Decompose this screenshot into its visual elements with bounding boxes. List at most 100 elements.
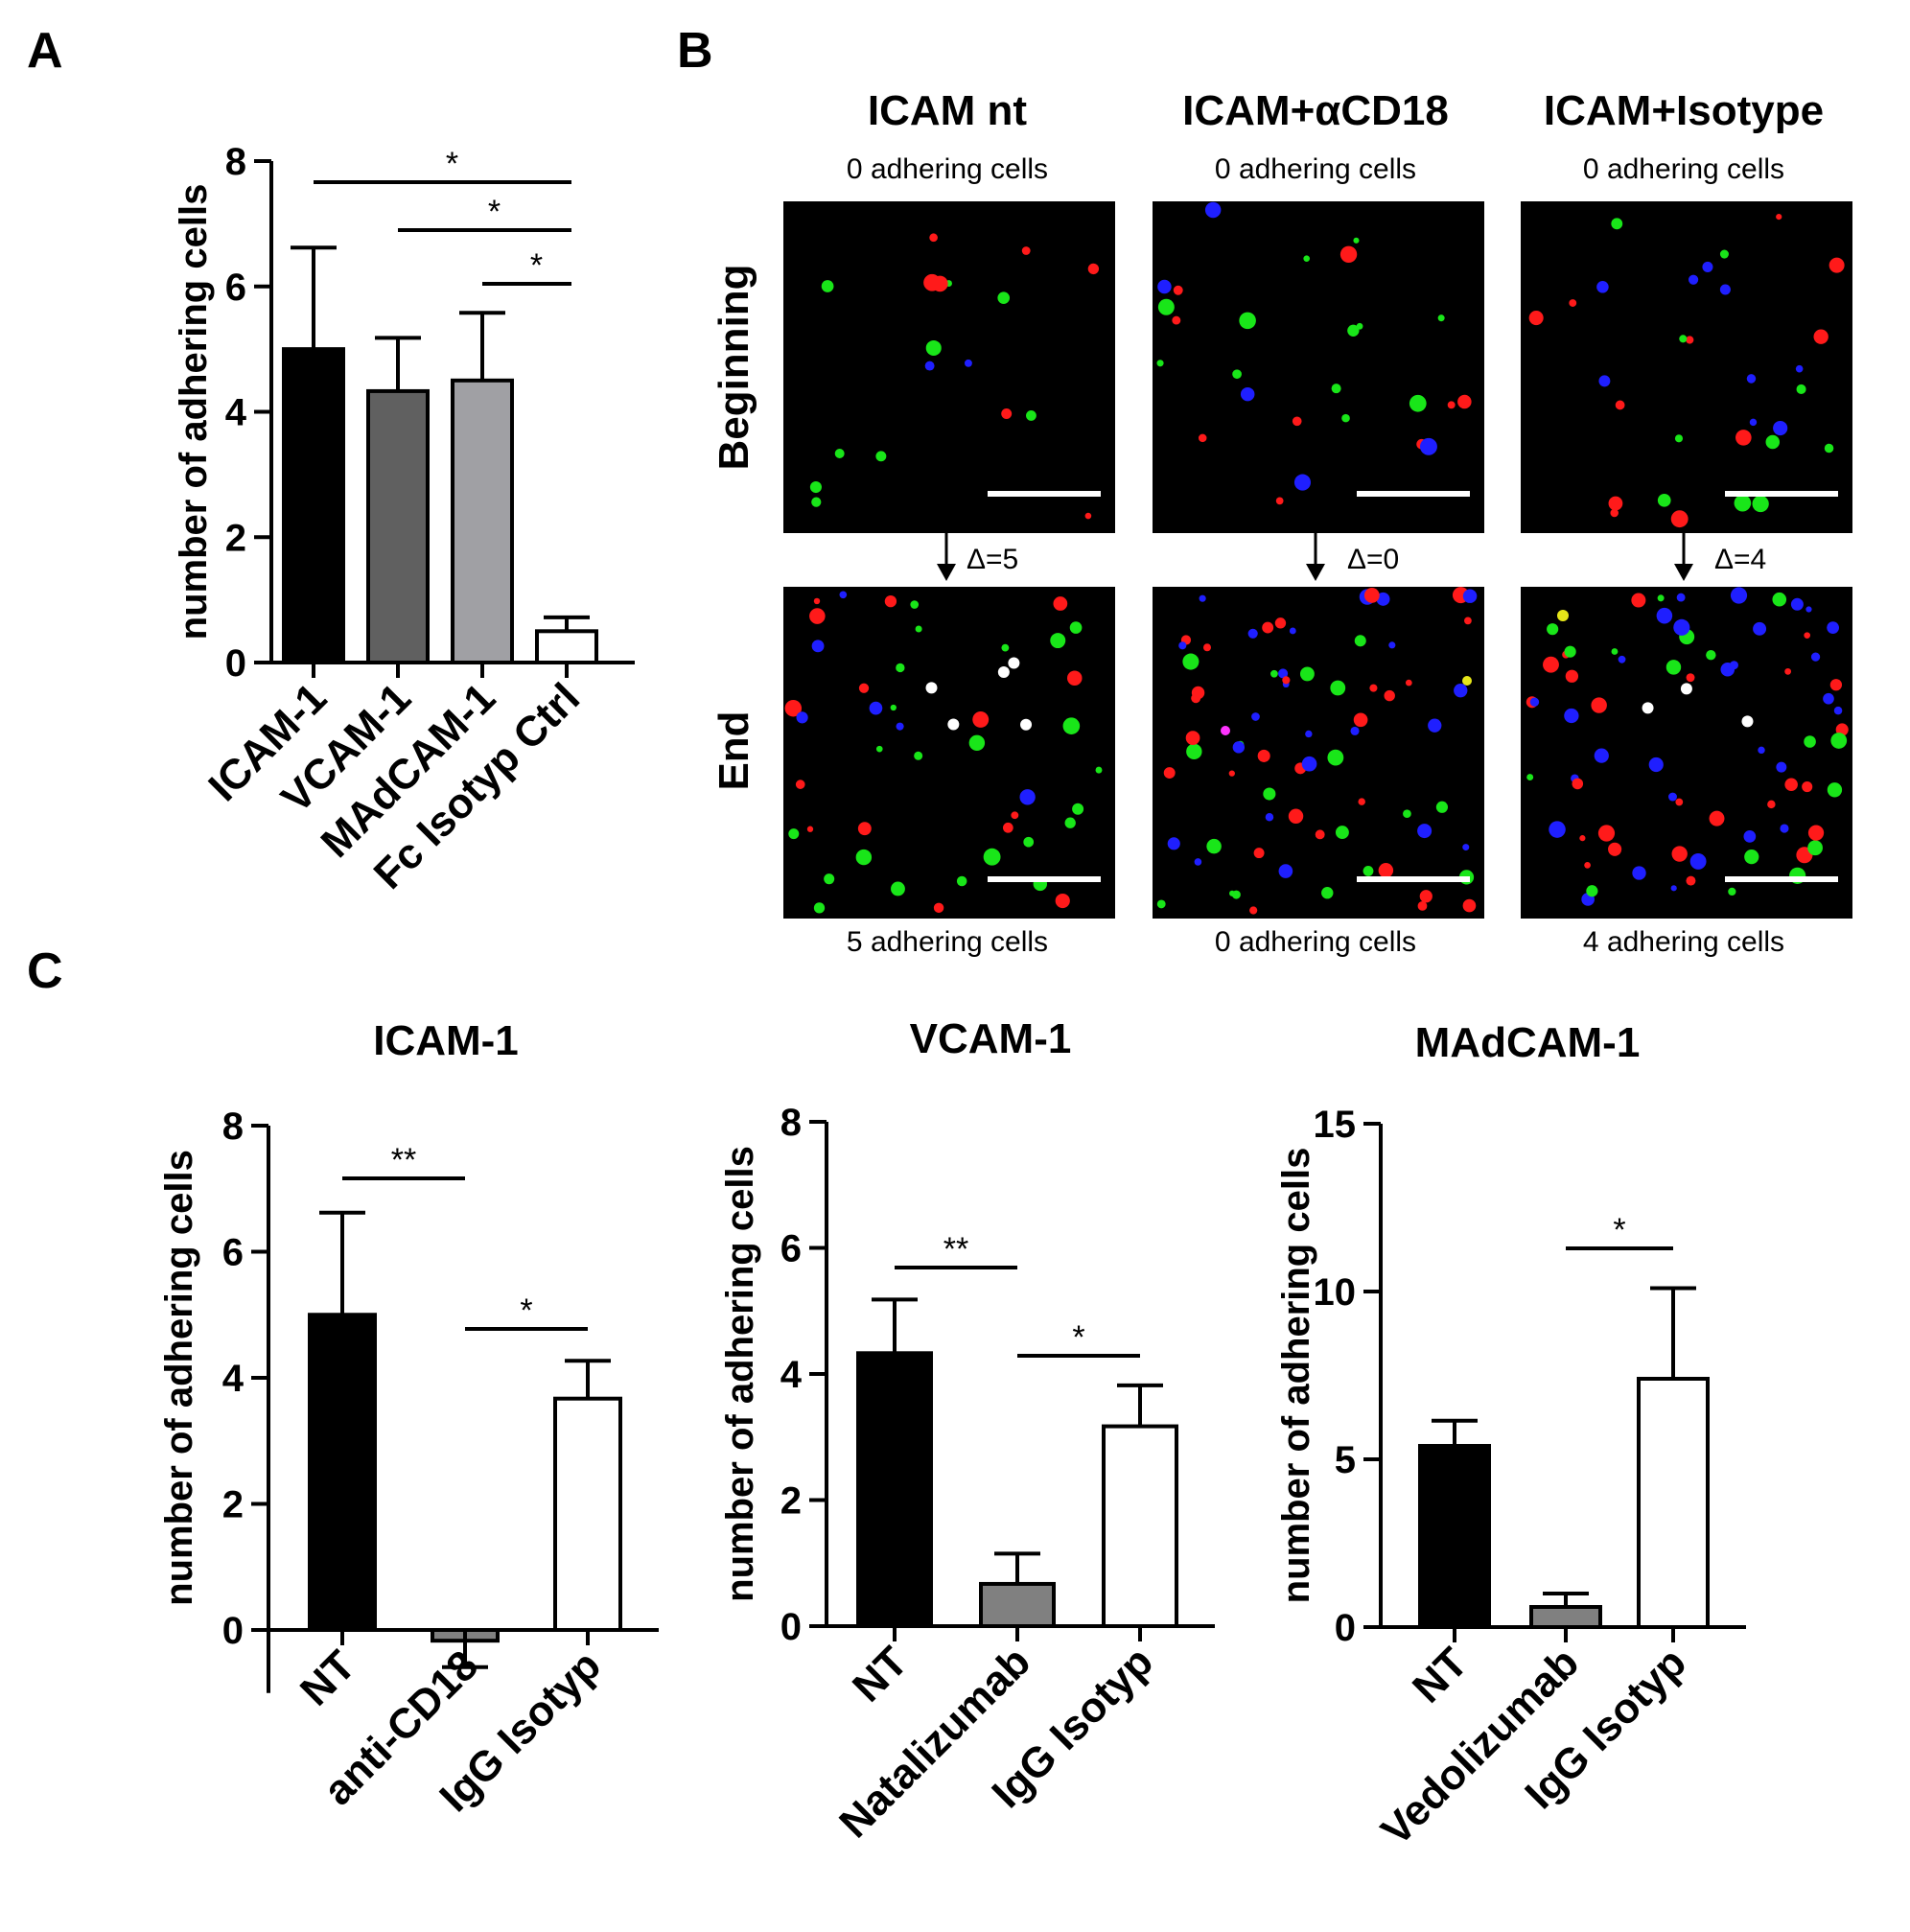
micrograph-background xyxy=(783,587,1115,919)
cell-dot xyxy=(1262,621,1274,634)
cell-dot xyxy=(1665,660,1682,675)
cell-dot xyxy=(1758,746,1765,755)
start-count-label: 0 adhering cells xyxy=(1215,153,1416,185)
y-axis-label: number of adhering cells xyxy=(719,1146,761,1602)
cell-dot xyxy=(1462,676,1472,686)
cell-dot xyxy=(1417,900,1428,911)
bar xyxy=(308,1313,377,1632)
scale-bar xyxy=(1357,876,1470,882)
cell-dot xyxy=(1228,770,1235,777)
cell-dot xyxy=(1689,852,1707,870)
cell-dot xyxy=(1810,652,1821,662)
cell-dot xyxy=(1376,592,1390,606)
cell-dot xyxy=(811,497,822,507)
scale-bar xyxy=(988,876,1101,882)
cell-dot xyxy=(1157,298,1175,315)
cell-dot xyxy=(1688,274,1699,285)
micrograph-image xyxy=(1521,201,1852,533)
cell-dot xyxy=(869,701,883,715)
cell-dot xyxy=(1378,863,1394,878)
cell-dot xyxy=(858,683,870,693)
cell-dot xyxy=(1670,885,1677,892)
y-tick-label: 4 xyxy=(222,1358,245,1400)
cell-dot xyxy=(1339,245,1358,264)
cell-dot xyxy=(1709,810,1725,826)
cell-dot xyxy=(1598,375,1611,387)
micrograph-image xyxy=(1153,201,1484,533)
y-tick-label: 8 xyxy=(222,1106,244,1148)
y-tick-label: 15 xyxy=(1314,1104,1357,1146)
cell-dot xyxy=(1419,437,1437,455)
cell-dot xyxy=(1529,697,1540,707)
cell-dot xyxy=(1409,394,1427,412)
cell-dot xyxy=(1462,898,1477,913)
panel-letter-b: B xyxy=(677,23,713,79)
cell-dot xyxy=(1608,496,1623,511)
bar xyxy=(1102,1424,1178,1629)
cell-dot xyxy=(1288,808,1304,824)
cell-dot xyxy=(1384,689,1395,702)
cell-dot xyxy=(1784,778,1798,792)
adhering-cell-dot xyxy=(925,682,938,694)
cell-dot xyxy=(1185,731,1200,746)
cell-dot xyxy=(1457,394,1472,409)
cell-dot xyxy=(1202,643,1211,652)
cell-dot xyxy=(1564,645,1576,658)
cell-dot xyxy=(1804,632,1810,639)
cell-dot xyxy=(1240,386,1255,402)
cell-dot xyxy=(1631,593,1646,608)
cell-dot xyxy=(1173,285,1183,295)
micrograph-image xyxy=(783,201,1115,533)
cell-dot xyxy=(834,449,845,459)
cell-dot xyxy=(1353,237,1360,244)
cell-dot xyxy=(806,826,814,832)
micrograph-image xyxy=(783,587,1115,919)
cell-dot xyxy=(1543,656,1559,673)
cell-dot xyxy=(809,480,822,494)
cell-dot xyxy=(1780,824,1789,833)
cell-dot xyxy=(1632,866,1646,880)
adhering-cell-dot xyxy=(1680,683,1692,695)
cell-dot xyxy=(1767,800,1776,809)
cell-dot xyxy=(910,600,920,609)
cell-dot xyxy=(1347,324,1360,337)
cell-dot xyxy=(1156,899,1166,909)
cell-dot xyxy=(1591,697,1607,713)
column-title-icam-acd18: ICAM+αCD18 xyxy=(1182,87,1449,134)
cell-dot xyxy=(964,359,972,367)
cell-dot xyxy=(1618,655,1626,663)
down-arrow-icon xyxy=(1306,564,1325,581)
cell-dot xyxy=(1232,369,1242,380)
cell-dot xyxy=(1330,680,1346,696)
cell-dot xyxy=(1773,420,1788,436)
cell-dot xyxy=(1084,512,1092,520)
adhering-cell-dot xyxy=(1008,657,1020,669)
start-count-label: 0 adhering cells xyxy=(1583,153,1784,185)
cell-dot xyxy=(1686,336,1694,344)
cell-dot xyxy=(1608,842,1622,856)
cell-dot xyxy=(1744,850,1759,865)
cell-dot xyxy=(1804,735,1816,748)
cell-dot xyxy=(1251,712,1260,721)
cell-dot xyxy=(1447,401,1456,409)
cell-dot xyxy=(1167,837,1180,850)
micrograph-panel-b: ICAM nt ICAM+αCD18 ICAM+Isotype 0 adheri… xyxy=(710,87,1852,958)
cell-dot xyxy=(1249,906,1258,915)
cell-dot xyxy=(1002,822,1013,833)
x-tick-label: NT xyxy=(1404,1639,1477,1711)
cell-dot xyxy=(1776,214,1782,221)
cell-dot xyxy=(1293,474,1312,491)
cell-dot xyxy=(1807,840,1823,856)
cell-dot xyxy=(813,902,826,914)
cell-dot xyxy=(1823,692,1834,705)
cell-dot xyxy=(1064,817,1076,828)
y-tick-label: 0 xyxy=(780,1606,802,1648)
cell-dot xyxy=(1405,679,1412,687)
cell-dot xyxy=(896,722,904,731)
cell-dot xyxy=(1303,255,1311,262)
significance-label: * xyxy=(1072,1319,1084,1356)
bar xyxy=(282,347,345,664)
y-tick-label: 10 xyxy=(1314,1271,1357,1314)
cell-dot xyxy=(1749,418,1758,427)
